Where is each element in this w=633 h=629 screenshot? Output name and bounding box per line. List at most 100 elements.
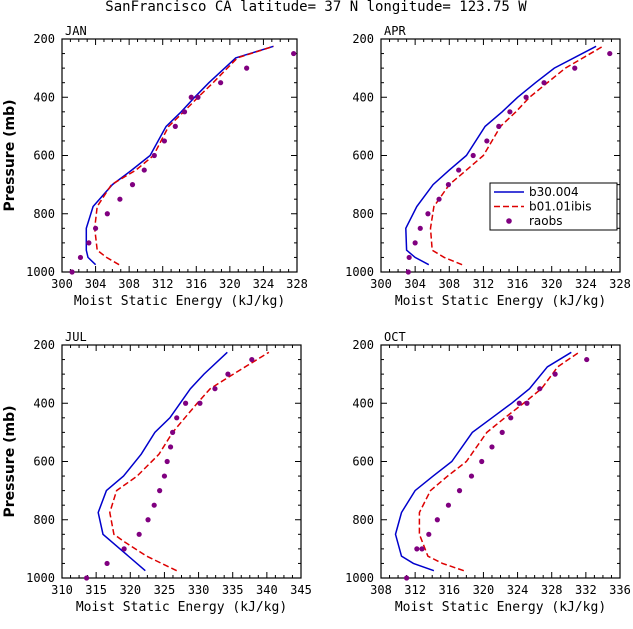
raobs-point: [524, 400, 530, 406]
x-tick-label: 340: [256, 583, 278, 597]
x-tick-label: 316: [185, 277, 207, 291]
raobs-point: [445, 502, 452, 508]
x-tick-label: 308: [438, 277, 460, 291]
raobs-point: [195, 94, 201, 100]
y-tick-label: 1000: [26, 265, 55, 279]
y-tick-label: 200: [33, 32, 55, 46]
raobs-point: [406, 254, 412, 261]
raobs-point: [508, 415, 514, 421]
raobs-point: [244, 65, 250, 71]
x-tick-label: 300: [370, 277, 392, 291]
plot-frame: [380, 344, 621, 579]
x-tick-label: 304: [404, 277, 426, 291]
raobs-point: [151, 502, 157, 508]
panel-jan: JAN 300 304 308 312 316 320 324 328 200 400 600 800 1…: [2, 24, 308, 309]
legend-swatch-dot: [506, 218, 512, 224]
raobs-point: [456, 167, 462, 173]
raobs-point: [218, 80, 224, 86]
raobs-point: [249, 356, 255, 363]
raobs-point: [157, 488, 163, 494]
panel-oct: OCT 308 312 316 320 324 328 332 336 200 400 600 800 1…: [345, 330, 631, 615]
raobs-point: [121, 546, 127, 552]
x-tick-label: 328: [609, 277, 631, 291]
raobs-point: [479, 458, 485, 465]
raobs-point: [405, 269, 411, 275]
series-line-b01-01ibis: [109, 351, 270, 572]
raobs-point: [92, 225, 99, 231]
figure-title: SanFrancisco CA latitude= 37 N longitude…: [105, 0, 527, 15]
raobs-point: [77, 254, 84, 261]
y-tick-label: 800: [352, 207, 374, 221]
y-tick-label: 1000: [345, 265, 374, 279]
x-tick-label: 320: [219, 277, 241, 291]
x-tick-label: 320: [473, 583, 495, 597]
series-line-b30-004: [85, 45, 274, 266]
raobs-point: [188, 94, 194, 100]
raobs-point: [174, 415, 180, 421]
raobs-point: [414, 546, 420, 552]
raobs-point: [291, 50, 297, 57]
x-axis-label: Moist Static Energy (kJ/kg): [395, 600, 606, 615]
y-axis-label: Pressure (mb): [2, 100, 18, 212]
x-axis-label: Moist Static Energy (kJ/kg): [395, 294, 606, 309]
x-tick-label: 312: [473, 277, 495, 291]
y-tick-label: 800: [352, 513, 374, 527]
series-line-b30-004: [97, 351, 228, 572]
raobs-point: [172, 123, 178, 129]
raobs-point: [426, 531, 432, 537]
y-tick-label: 600: [352, 149, 374, 163]
legend-label: b01.01ibis: [529, 200, 592, 214]
legend-label: raobs: [529, 214, 563, 228]
raobs-point: [584, 356, 590, 363]
x-tick-label: 335: [222, 583, 244, 597]
raobs-point: [117, 196, 123, 202]
raobs-point: [484, 138, 490, 144]
x-axis-label: Moist Static Energy (kJ/kg): [76, 600, 287, 615]
raobs-point: [412, 240, 418, 246]
y-tick-label: 400: [33, 90, 55, 104]
raobs-point: [151, 152, 157, 159]
raobs-point: [69, 269, 75, 275]
x-tick-label: 328: [286, 277, 308, 291]
raobs-point: [419, 546, 425, 552]
raobs-point: [136, 531, 142, 537]
y-tick-label: 200: [352, 32, 374, 46]
raobs-point: [445, 182, 452, 188]
raobs-point: [170, 429, 176, 435]
x-tick-label: 330: [188, 583, 210, 597]
y-tick-label: 1000: [26, 571, 55, 585]
raobs-point: [104, 560, 110, 567]
raobs-point: [104, 211, 110, 217]
raobs-point: [436, 196, 442, 202]
raobs-point: [516, 400, 522, 406]
raobs-point: [470, 152, 476, 159]
y-tick-label: 600: [352, 455, 374, 469]
series-line-b01-01ibis: [418, 351, 580, 572]
panel-label: APR: [384, 24, 406, 38]
panel-apr: APR 300 304 308 312 316 320 324 328 200 400 600 800 1…: [345, 24, 631, 309]
raobs-point: [197, 400, 203, 406]
raobs-point: [434, 517, 440, 523]
plot-frame: [380, 38, 621, 273]
raobs-point: [468, 473, 475, 479]
x-axis-label: Moist Static Energy (kJ/kg): [74, 294, 285, 309]
panel-label: OCT: [384, 330, 406, 344]
series-line-b01-01ibis: [429, 45, 604, 266]
raobs-point: [167, 444, 174, 450]
raobs-point: [499, 429, 505, 435]
raobs-point: [456, 488, 463, 494]
x-tick-label: 345: [290, 583, 312, 597]
raobs-point: [507, 109, 513, 115]
x-tick-label: 336: [609, 583, 631, 597]
raobs-point: [161, 473, 168, 479]
x-tick-label: 310: [51, 583, 73, 597]
x-tick-label: 320: [119, 583, 141, 597]
panel-label: JUL: [65, 330, 87, 344]
raobs-point: [225, 371, 231, 377]
y-tick-label: 1000: [345, 571, 374, 585]
plot-frame: [61, 38, 298, 273]
x-tick-label: 308: [370, 583, 392, 597]
legend-label: b30.004: [529, 185, 579, 199]
